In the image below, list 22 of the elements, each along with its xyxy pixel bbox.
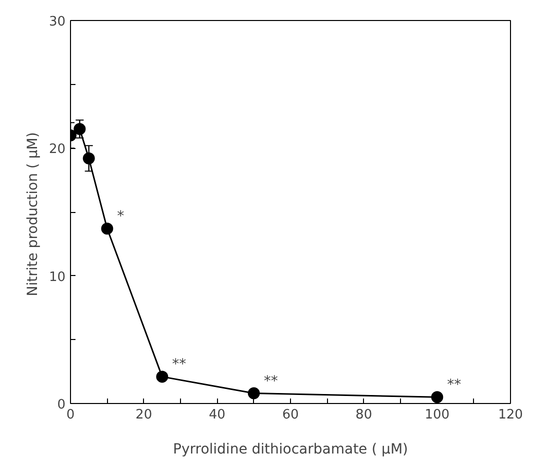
point xyxy=(82,152,95,164)
x-axis-title: Pyrrolidine dithiocarbamate ( μM) xyxy=(173,442,408,458)
point xyxy=(101,222,114,235)
point xyxy=(248,387,260,400)
x-tick-label: 100 xyxy=(424,408,450,422)
annotation: * xyxy=(117,208,124,225)
x-tick-label: 20 xyxy=(136,408,152,422)
y-tick-label: 0 xyxy=(57,398,66,412)
y-tick-label: 20 xyxy=(48,142,66,158)
x-tick-label: 40 xyxy=(208,408,226,422)
y-tick-label: 30 xyxy=(48,14,66,30)
annotation: ** xyxy=(172,356,186,373)
annotation: ** xyxy=(447,377,462,394)
y-axis-title: Nitrite production ( μM) xyxy=(24,132,41,296)
x-tick-label: 80 xyxy=(356,408,372,422)
point xyxy=(156,370,168,383)
x-tick-label: 120 xyxy=(498,408,523,422)
point xyxy=(431,391,444,404)
x-tick-label: 60 xyxy=(282,408,299,422)
point xyxy=(74,123,86,136)
y-tick-label: 10 xyxy=(48,270,66,285)
annotation: ** xyxy=(264,373,278,390)
